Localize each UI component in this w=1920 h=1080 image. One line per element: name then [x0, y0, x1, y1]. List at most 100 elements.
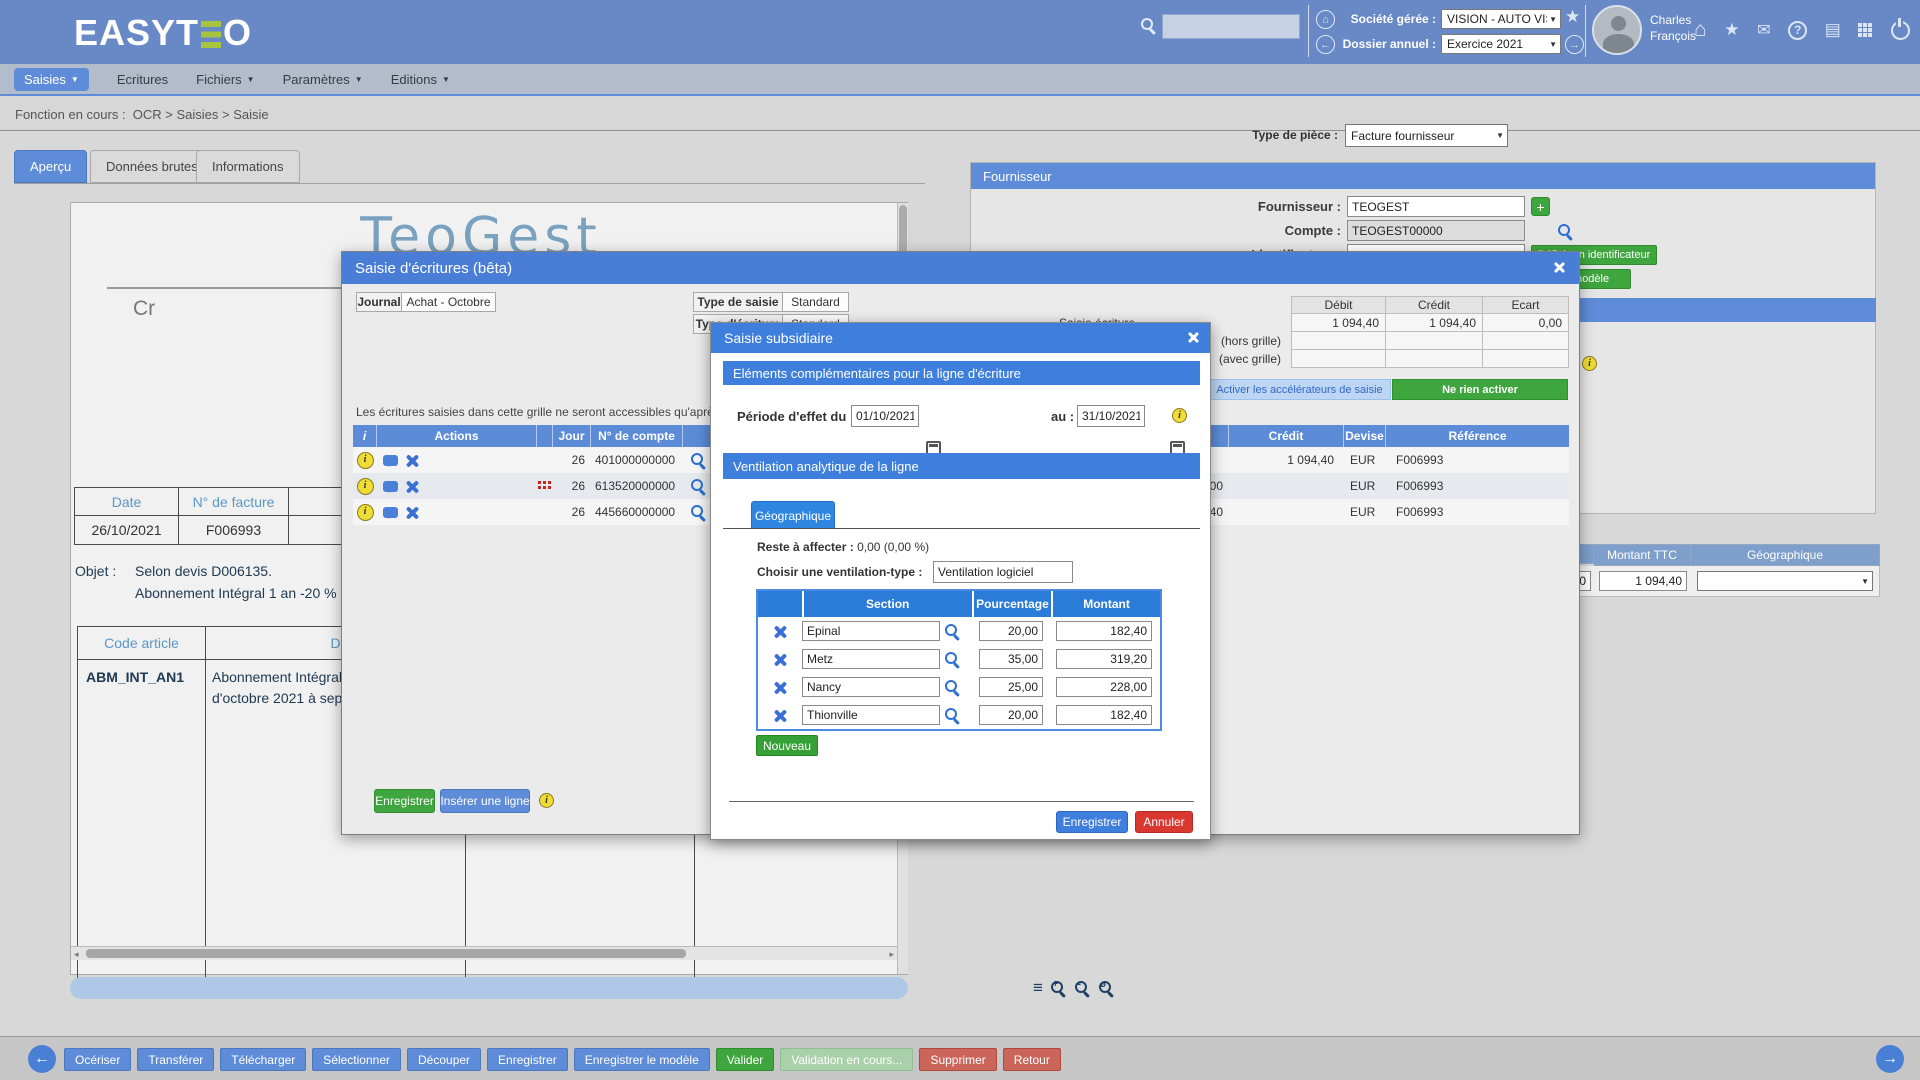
info-icon[interactable] — [1582, 356, 1597, 371]
info-icon[interactable] — [1172, 408, 1187, 423]
menu-item-editions[interactable]: Editions ▼ — [391, 72, 450, 87]
delete-icon[interactable] — [406, 454, 419, 467]
cut-button[interactable]: Découper — [407, 1048, 482, 1071]
list-icon[interactable]: ≡ — [1033, 978, 1043, 997]
search-account-icon[interactable] — [690, 452, 707, 469]
amount-input[interactable] — [1056, 621, 1152, 641]
transfer-button[interactable]: Transférer — [137, 1048, 215, 1071]
power-icon[interactable] — [1890, 17, 1910, 40]
geo-select[interactable]: ▼ — [1697, 571, 1873, 591]
info-icon[interactable] — [539, 793, 554, 808]
comment-icon[interactable] — [383, 454, 398, 467]
new-row-button[interactable]: Nouveau — [756, 735, 818, 756]
search-section-icon[interactable] — [944, 651, 961, 668]
close-icon[interactable] — [1554, 262, 1565, 273]
search-section-icon[interactable] — [944, 623, 961, 640]
preview-hscrollbar-thumb[interactable] — [86, 949, 686, 958]
search-section-icon[interactable] — [944, 679, 961, 696]
delete-row-icon[interactable] — [774, 653, 787, 666]
validate-button[interactable]: Valider — [715, 1048, 775, 1071]
piece-type-select[interactable]: Facture fournisseur ▼ — [1345, 124, 1508, 147]
percentage-input[interactable] — [979, 677, 1043, 697]
delete-icon[interactable] — [406, 506, 419, 519]
delete-row-icon[interactable] — [774, 709, 787, 722]
ocr-button[interactable]: Océriser — [64, 1048, 132, 1071]
delete-row-icon[interactable] — [774, 625, 787, 638]
period-from-input[interactable] — [851, 405, 919, 427]
comment-icon[interactable] — [383, 480, 398, 493]
save-button[interactable]: Enregistrer — [1056, 811, 1128, 833]
clipboard-icon[interactable]: ▤ — [1824, 20, 1841, 39]
save-button[interactable]: Enregistrer — [374, 789, 435, 813]
delete-row-icon[interactable] — [774, 681, 787, 694]
delete-icon[interactable] — [406, 480, 419, 493]
drag-handle-icon[interactable] — [538, 481, 552, 491]
company-favorite-star-icon[interactable]: ★ — [1565, 7, 1581, 26]
avatar[interactable] — [1592, 5, 1642, 55]
company-select[interactable]: VISION - AUTO VISION▼ — [1441, 9, 1561, 29]
delete-button[interactable]: Supprimer — [919, 1048, 997, 1071]
company-home-icon[interactable]: ⌂ — [1316, 10, 1335, 29]
tab-informations[interactable]: Informations — [196, 150, 300, 183]
amount-input[interactable] — [1056, 649, 1152, 669]
zoom-in-icon[interactable]: + — [1050, 979, 1067, 997]
info-icon[interactable] — [356, 503, 374, 521]
amount-input[interactable] — [1056, 705, 1152, 725]
info-icon[interactable] — [356, 451, 374, 469]
add-supplier-button[interactable]: + — [1531, 197, 1550, 216]
period-to-input[interactable] — [1077, 405, 1145, 427]
search-supplier-icon[interactable] — [1557, 223, 1574, 240]
search-section-icon[interactable] — [944, 707, 961, 724]
section-input[interactable] — [802, 705, 940, 725]
select-button[interactable]: Sélectionner — [312, 1048, 401, 1071]
toolbar-forward-icon[interactable]: → — [1876, 1045, 1904, 1073]
menu-item-parametres[interactable]: Paramètres ▼ — [283, 72, 363, 87]
mail-icon[interactable]: ✉ — [1757, 22, 1771, 39]
section-input[interactable] — [802, 621, 940, 641]
amount-input[interactable] — [1056, 677, 1152, 697]
toolbar-back-icon[interactable]: ← — [28, 1045, 56, 1073]
menu-item-fichiers[interactable]: Fichiers ▼ — [196, 72, 254, 87]
tab-donnees-brutes[interactable]: Données brutes — [90, 150, 214, 183]
apps-grid-icon[interactable] — [1858, 22, 1873, 38]
download-button[interactable]: Télécharger — [220, 1048, 307, 1071]
percentage-input[interactable] — [979, 621, 1043, 641]
percentage-input[interactable] — [979, 649, 1043, 669]
save-document-button[interactable]: Enregistrer — [487, 1048, 568, 1071]
table-row[interactable]: 26 401000000000 1 094,40 EUR F006993 — [353, 447, 1569, 473]
no-accelerators-button[interactable]: Ne rien activer — [1392, 379, 1568, 400]
menu-item-ecritures[interactable]: Ecritures — [117, 72, 168, 87]
close-icon[interactable] — [1188, 332, 1199, 343]
supplier-input[interactable] — [1347, 196, 1525, 217]
activate-accelerators-button[interactable]: Activer les accélérateurs de saisie — [1208, 379, 1391, 400]
section-input[interactable] — [802, 649, 940, 669]
star-icon[interactable]: ★ — [1724, 20, 1740, 39]
return-button[interactable]: Retour — [1002, 1048, 1061, 1071]
global-search-input[interactable] — [1162, 14, 1300, 39]
save-model-button[interactable]: Enregistrer le modèle — [573, 1048, 710, 1071]
folder-select[interactable]: Exercice 2021 ▼ — [1441, 34, 1561, 54]
scroll-left-icon[interactable]: ◂ — [74, 949, 79, 959]
section-input[interactable] — [802, 677, 940, 697]
insert-line-button[interactable]: Insérer une ligne — [440, 789, 530, 813]
percentage-input[interactable] — [979, 705, 1043, 725]
info-icon[interactable] — [356, 477, 374, 495]
help-icon[interactable] — [1788, 20, 1808, 40]
folder-prev-icon[interactable]: ← — [1316, 35, 1335, 54]
menu-item-saisies[interactable]: Saisies ▼ — [14, 67, 89, 91]
ventilation-type-input[interactable] — [933, 561, 1073, 583]
comment-icon[interactable] — [383, 506, 398, 519]
tab-geographique[interactable]: Géographique — [751, 501, 835, 529]
search-account-icon[interactable] — [690, 478, 707, 495]
breadcrumb[interactable]: OCR > Saisies > Saisie — [132, 106, 269, 122]
zoom-reset-icon[interactable]: ø — [1098, 979, 1115, 997]
zoom-out-icon[interactable]: - — [1074, 978, 1091, 997]
search-account-icon[interactable] — [690, 504, 707, 521]
cancel-button[interactable]: Annuler — [1135, 811, 1193, 833]
home-icon[interactable]: ⌂ — [1694, 18, 1707, 41]
tab-apercu[interactable]: Aperçu — [14, 150, 88, 183]
scroll-right-icon[interactable]: ▸ — [889, 949, 894, 959]
app-logo[interactable]: EASYT O — [74, 12, 252, 54]
folder-next-icon[interactable]: → — [1565, 35, 1584, 54]
preview-hscrollbar[interactable]: ◂ ▸ — [71, 946, 897, 960]
